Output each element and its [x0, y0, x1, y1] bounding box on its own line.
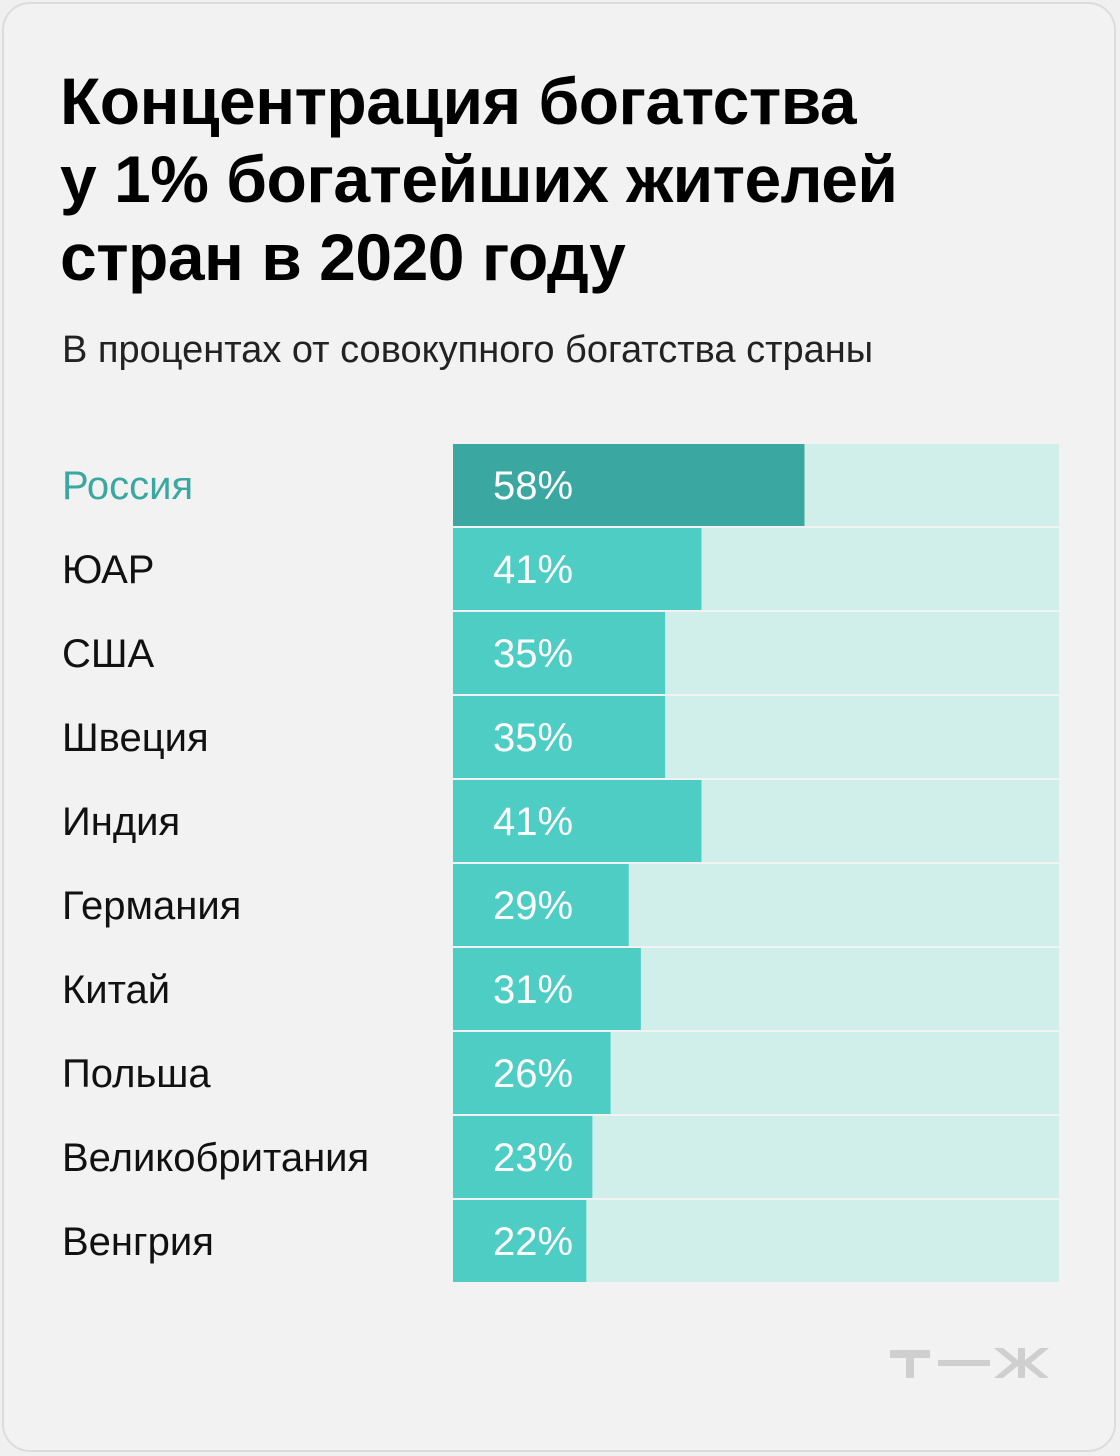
chart-title-line-1: Концентрация богатства: [60, 64, 857, 138]
value-label-row-1: 41%: [493, 548, 573, 592]
chart-title-line-2: у 1% богатейших жителей: [60, 142, 898, 216]
bar-row-1: [453, 528, 702, 610]
category-label-row-0: Россия: [62, 464, 193, 508]
bar-row-4: [453, 780, 702, 862]
value-label-row-2: 35%: [493, 632, 573, 676]
bar-row-9: [453, 1200, 587, 1282]
bar-row-0: [453, 444, 805, 526]
tzh-logo-shape: [890, 1348, 1049, 1378]
chart-subtitle: В процентах от совокупного богатства стр…: [62, 329, 874, 371]
value-label-row-9: 22%: [493, 1220, 573, 1264]
bar-row-3: [453, 696, 666, 778]
value-label-row-4: 41%: [493, 800, 573, 844]
category-label-row-9: Венгрия: [62, 1220, 214, 1264]
category-label-row-5: Германия: [62, 884, 241, 928]
bar-row-6: [453, 948, 641, 1030]
category-label-row-3: Швеция: [62, 716, 209, 760]
category-label-row-7: Польша: [62, 1052, 211, 1096]
category-label-row-6: Китай: [62, 968, 170, 1012]
value-label-row-6: 31%: [493, 968, 573, 1012]
value-label-row-5: 29%: [493, 884, 573, 928]
category-label-row-4: Индия: [62, 800, 180, 844]
category-label-row-8: Великобритания: [62, 1136, 369, 1180]
value-label-row-3: 35%: [493, 716, 573, 760]
bar-row-8: [453, 1116, 593, 1198]
chart-title: Концентрация богатства у 1% богатейших ж…: [60, 62, 1060, 296]
value-label-row-0: 58%: [493, 464, 573, 508]
value-label-row-7: 26%: [493, 1052, 573, 1096]
category-label-row-1: ЮАР: [62, 548, 154, 592]
value-label-row-8: 23%: [493, 1136, 573, 1180]
category-label-row-2: США: [62, 632, 155, 676]
bar-row-2: [453, 612, 666, 694]
chart-title-line-3: стран в 2020 году: [60, 220, 626, 294]
bar-row-5: [453, 864, 629, 946]
tzh-logo-icon: [890, 1348, 1049, 1378]
bar-row-7: [453, 1032, 611, 1114]
